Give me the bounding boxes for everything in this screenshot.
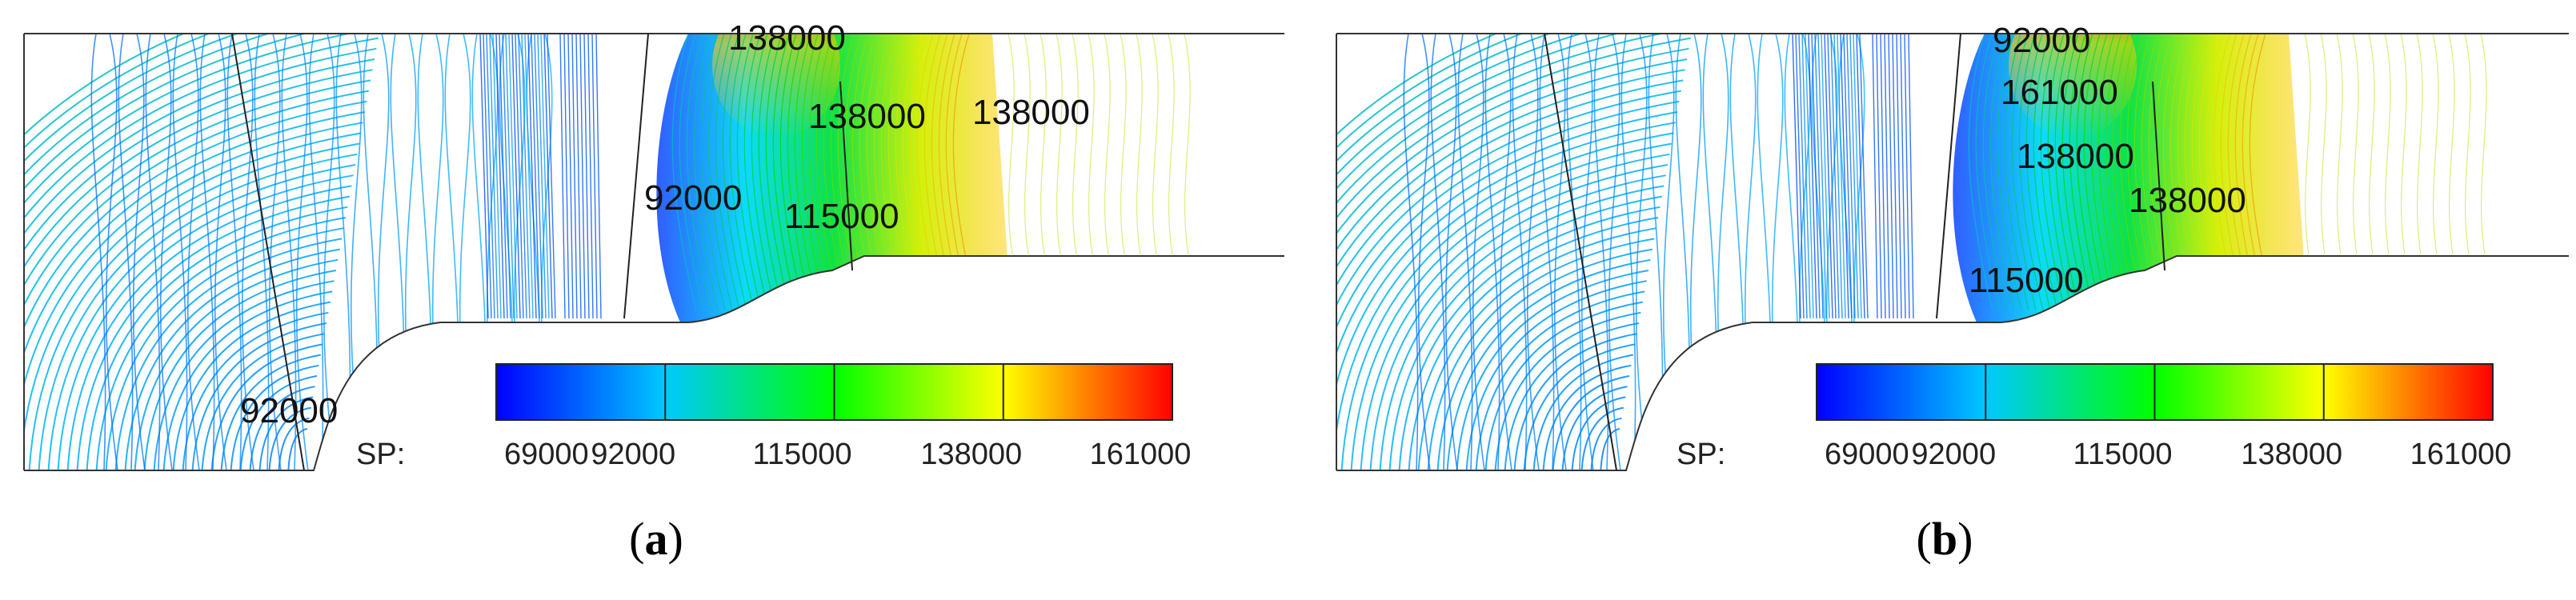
colorbar-tick-label: 92000 <box>591 438 675 471</box>
colorbar-tick-label: 161000 <box>1090 438 1192 471</box>
panel-a: 138000 138000 138000 92000 115000 92000 69000… <box>23 18 1284 565</box>
panel-b: 92000 161000 138000 138000 115000 69000 92000… <box>1312 0 2576 600</box>
colorbar-title: SP: <box>1677 438 1725 471</box>
caption-b: (b) <box>1916 513 1973 565</box>
colorbar-b: 69000 92000 115000 138000 161000 SP: <box>1677 363 2512 471</box>
colorbar-title: SP: <box>356 438 405 471</box>
colorbar-tick-label: 138000 <box>2241 438 2342 471</box>
contour-label: 138000 <box>808 97 926 136</box>
colorbar-tick-label: 69000 <box>1825 438 1909 471</box>
contour-label: 115000 <box>784 197 899 236</box>
contour-lines-b <box>1336 34 1914 470</box>
contour-label: 138000 <box>972 93 1090 132</box>
contour-label: 92000 <box>644 178 742 218</box>
contour-plot-a: 138000 138000 138000 92000 115000 92000 69000… <box>23 18 1284 471</box>
channel-walls-a <box>23 33 1284 471</box>
colorbar-a: 69000 92000 115000 138000 161000 SP: <box>356 363 1192 471</box>
shock-band-b <box>1953 34 2487 322</box>
colorbar-tick-label: 69000 <box>504 438 589 471</box>
contour-label: 115000 <box>1969 261 2084 300</box>
colorbar-tick-label: 115000 <box>753 438 852 471</box>
contour-label: 138000 <box>728 18 846 58</box>
contour-labels-a: 138000 138000 138000 92000 115000 92000 <box>240 18 1090 430</box>
colorbar-tick-label: 115000 <box>2073 438 2173 471</box>
contour-label: 161000 <box>2001 73 2118 112</box>
contour-label: 138000 <box>2017 137 2134 176</box>
channel-walls-b <box>1336 33 2569 471</box>
colorbar-tick-label: 92000 <box>1911 438 1996 471</box>
contour-label: 138000 <box>2129 181 2246 220</box>
colorbar-tick-label: 161000 <box>2410 438 2512 471</box>
caption-a: (a) <box>629 513 683 565</box>
contour-label: 92000 <box>240 391 338 430</box>
colorbar-tick-label: 138000 <box>920 438 1022 471</box>
contour-labels-b: 92000 161000 138000 138000 115000 <box>1969 21 2246 300</box>
contour-label: 92000 <box>1993 21 2090 60</box>
